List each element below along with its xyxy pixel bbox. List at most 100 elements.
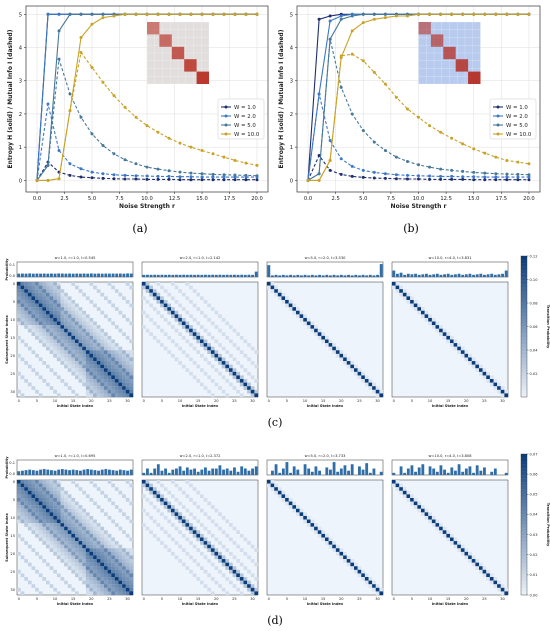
matrix-cell — [163, 303, 168, 308]
matrix-cell — [53, 523, 57, 527]
marginal-bar — [39, 273, 42, 277]
matrix-cell — [20, 519, 25, 524]
matrix-cell — [350, 562, 355, 567]
matrix-cell — [35, 303, 39, 308]
data-point — [79, 167, 83, 171]
matrix-cell — [497, 580, 501, 585]
matrix-cell — [75, 591, 79, 596]
matrix-cell — [78, 523, 83, 527]
matrix-cell — [24, 508, 28, 513]
x-tick-label: 5.0 — [359, 196, 367, 202]
matrix-cell — [111, 386, 115, 390]
matrix-cell — [350, 364, 355, 369]
matrix-cell — [107, 282, 112, 286]
matrix-cell — [163, 307, 168, 311]
matrix-cell — [207, 350, 211, 354]
matrix-cell — [328, 346, 333, 351]
matrix-cell — [31, 325, 36, 329]
matrix-cell — [489, 379, 494, 383]
x-tick-label: 30 — [375, 597, 380, 601]
inset-diagonal-cell — [418, 22, 431, 35]
data-point — [394, 173, 398, 177]
matrix-cell — [78, 328, 83, 333]
matrix-cell — [42, 285, 47, 290]
matrix-cell — [71, 299, 76, 304]
matrix-cell — [221, 317, 226, 322]
matrix-cell — [174, 483, 179, 488]
matrix-cell — [221, 389, 226, 394]
matrix-cell — [82, 371, 86, 376]
data-point — [68, 12, 72, 16]
matrix-cell — [53, 537, 57, 542]
matrix-cell — [78, 325, 83, 329]
matrix-cell — [207, 515, 211, 520]
marginal-bar — [443, 469, 446, 475]
matrix-cell — [24, 523, 28, 527]
matrix-cell — [46, 314, 50, 319]
matrix-cell — [417, 508, 422, 513]
matrix-cell — [46, 483, 50, 488]
matrix-cell — [49, 343, 54, 347]
matrix-cell — [60, 307, 65, 311]
marginal-bar — [475, 274, 479, 277]
legend-label: W = 1.0 — [234, 105, 256, 111]
matrix-cell — [71, 533, 76, 538]
matrix-cell — [64, 296, 68, 301]
matrix-cell — [111, 501, 115, 506]
matrix-cell — [118, 508, 123, 513]
matrix-cell — [450, 339, 454, 344]
marginal-bar — [129, 273, 133, 277]
x-tick-label: 5 — [286, 597, 288, 601]
matrix-cell — [27, 328, 32, 333]
matrix-cell — [236, 332, 240, 337]
matrix-cell — [49, 544, 54, 549]
matrix-cell — [192, 501, 197, 506]
matrix-cell — [89, 584, 94, 588]
matrix-cell — [200, 494, 204, 499]
matrix-cell — [111, 587, 115, 592]
marginal-bar — [475, 465, 479, 475]
matrix-cell — [93, 533, 97, 538]
matrix-cell — [31, 303, 36, 308]
matrix-cell — [196, 364, 201, 369]
matrix-cell — [56, 480, 61, 484]
matrix-cell — [89, 566, 94, 570]
matrix-cell — [46, 580, 50, 585]
matrix-cell — [181, 350, 186, 354]
matrix-cell — [214, 357, 219, 362]
marginal-bar — [479, 273, 483, 277]
matrix-cell — [78, 375, 83, 380]
marginal-bar — [281, 468, 285, 475]
colorbar-tick-label: 0.03 — [530, 533, 538, 537]
matrix-cell — [303, 519, 307, 524]
matrix-cell — [214, 548, 219, 552]
matrix-cell — [497, 382, 501, 387]
matrix-cell — [214, 382, 219, 387]
matrix-cell — [24, 505, 28, 509]
matrix-cell — [75, 350, 79, 354]
matrix-cell — [343, 559, 347, 563]
matrix-cell — [93, 361, 97, 365]
matrix-cell — [181, 505, 186, 509]
matrix-cell — [163, 501, 168, 506]
matrix-cell — [24, 519, 28, 524]
matrix-cell — [174, 515, 179, 520]
matrix-cell — [196, 562, 201, 567]
matrix-cell — [31, 487, 36, 491]
matrix-cell — [89, 537, 94, 542]
matrix-cell — [89, 346, 94, 351]
matrix-cell — [431, 321, 436, 326]
data-point — [79, 51, 83, 54]
marginal-bar — [325, 467, 329, 475]
matrix-cell — [232, 386, 237, 390]
data-point — [494, 155, 498, 159]
matrix-cell — [277, 490, 282, 495]
matrix-cell — [111, 566, 115, 570]
matrix-cell — [122, 296, 126, 301]
matrix-cell — [56, 343, 61, 347]
matrix-cell — [129, 364, 134, 369]
matrix-cell — [439, 530, 443, 535]
matrix-cell — [31, 296, 36, 301]
matrix-cell — [250, 361, 255, 365]
matrix-cell — [181, 533, 186, 538]
